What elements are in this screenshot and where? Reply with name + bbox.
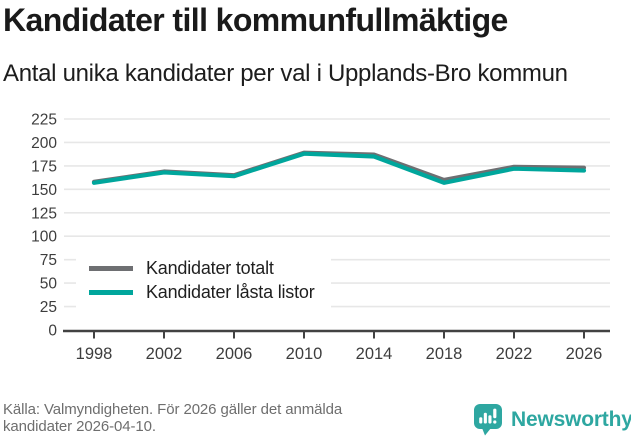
legend-item-total: Kandidater totalt <box>89 256 315 280</box>
speech-bubble-bar-chart-icon <box>474 404 502 436</box>
series-line-1 <box>91 151 587 185</box>
svg-text:1998: 1998 <box>76 345 113 363</box>
svg-text:175: 175 <box>31 158 57 175</box>
legend-item-locked-lists: Kandidater låsta listor <box>89 280 315 304</box>
source-note-line2: kandidater 2026-04-10. <box>3 418 156 435</box>
svg-text:2006: 2006 <box>216 345 253 363</box>
svg-text:2010: 2010 <box>286 345 323 363</box>
x-axis: 1998 2002 2006 2010 2014 2018 2022 2026 <box>63 329 610 363</box>
chart-legend: Kandidater totalt Kandidater låsta listo… <box>76 251 331 309</box>
svg-text:100: 100 <box>31 229 57 246</box>
svg-text:50: 50 <box>40 276 58 293</box>
svg-text:150: 150 <box>31 182 57 199</box>
source-note-line1: Källa: Valmyndigheten. För 2026 gäller d… <box>3 401 343 418</box>
legend-label-total: Kandidater totalt <box>146 257 274 278</box>
brand-logo-link[interactable]: Newsworthy <box>473 403 631 436</box>
svg-text:200: 200 <box>31 135 57 152</box>
svg-text:2014: 2014 <box>356 345 393 363</box>
svg-text:225: 225 <box>31 112 57 129</box>
svg-text:2002: 2002 <box>146 345 183 363</box>
svg-text:2018: 2018 <box>426 345 463 363</box>
svg-text:75: 75 <box>40 252 57 269</box>
brand-name: Newsworthy <box>511 407 631 431</box>
svg-text:0: 0 <box>48 323 57 340</box>
legend-swatch-locked-lists <box>89 289 133 295</box>
source-note: Källa: Valmyndigheten. För 2026 gäller d… <box>3 401 433 435</box>
page-title: Kandidater till kommunfullmäktige <box>3 2 508 38</box>
page-subtitle: Antal unika kandidater per val i Uppland… <box>3 60 568 87</box>
y-tick-labels: 0 25 50 75 100 125 150 175 200 225 <box>31 112 57 340</box>
svg-text:2022: 2022 <box>496 345 533 363</box>
svg-text:25: 25 <box>40 299 57 316</box>
svg-text:125: 125 <box>31 205 57 222</box>
legend-label-locked-lists: Kandidater låsta listor <box>146 281 315 302</box>
svg-text:2026: 2026 <box>566 345 603 363</box>
legend-swatch-total <box>89 265 133 271</box>
